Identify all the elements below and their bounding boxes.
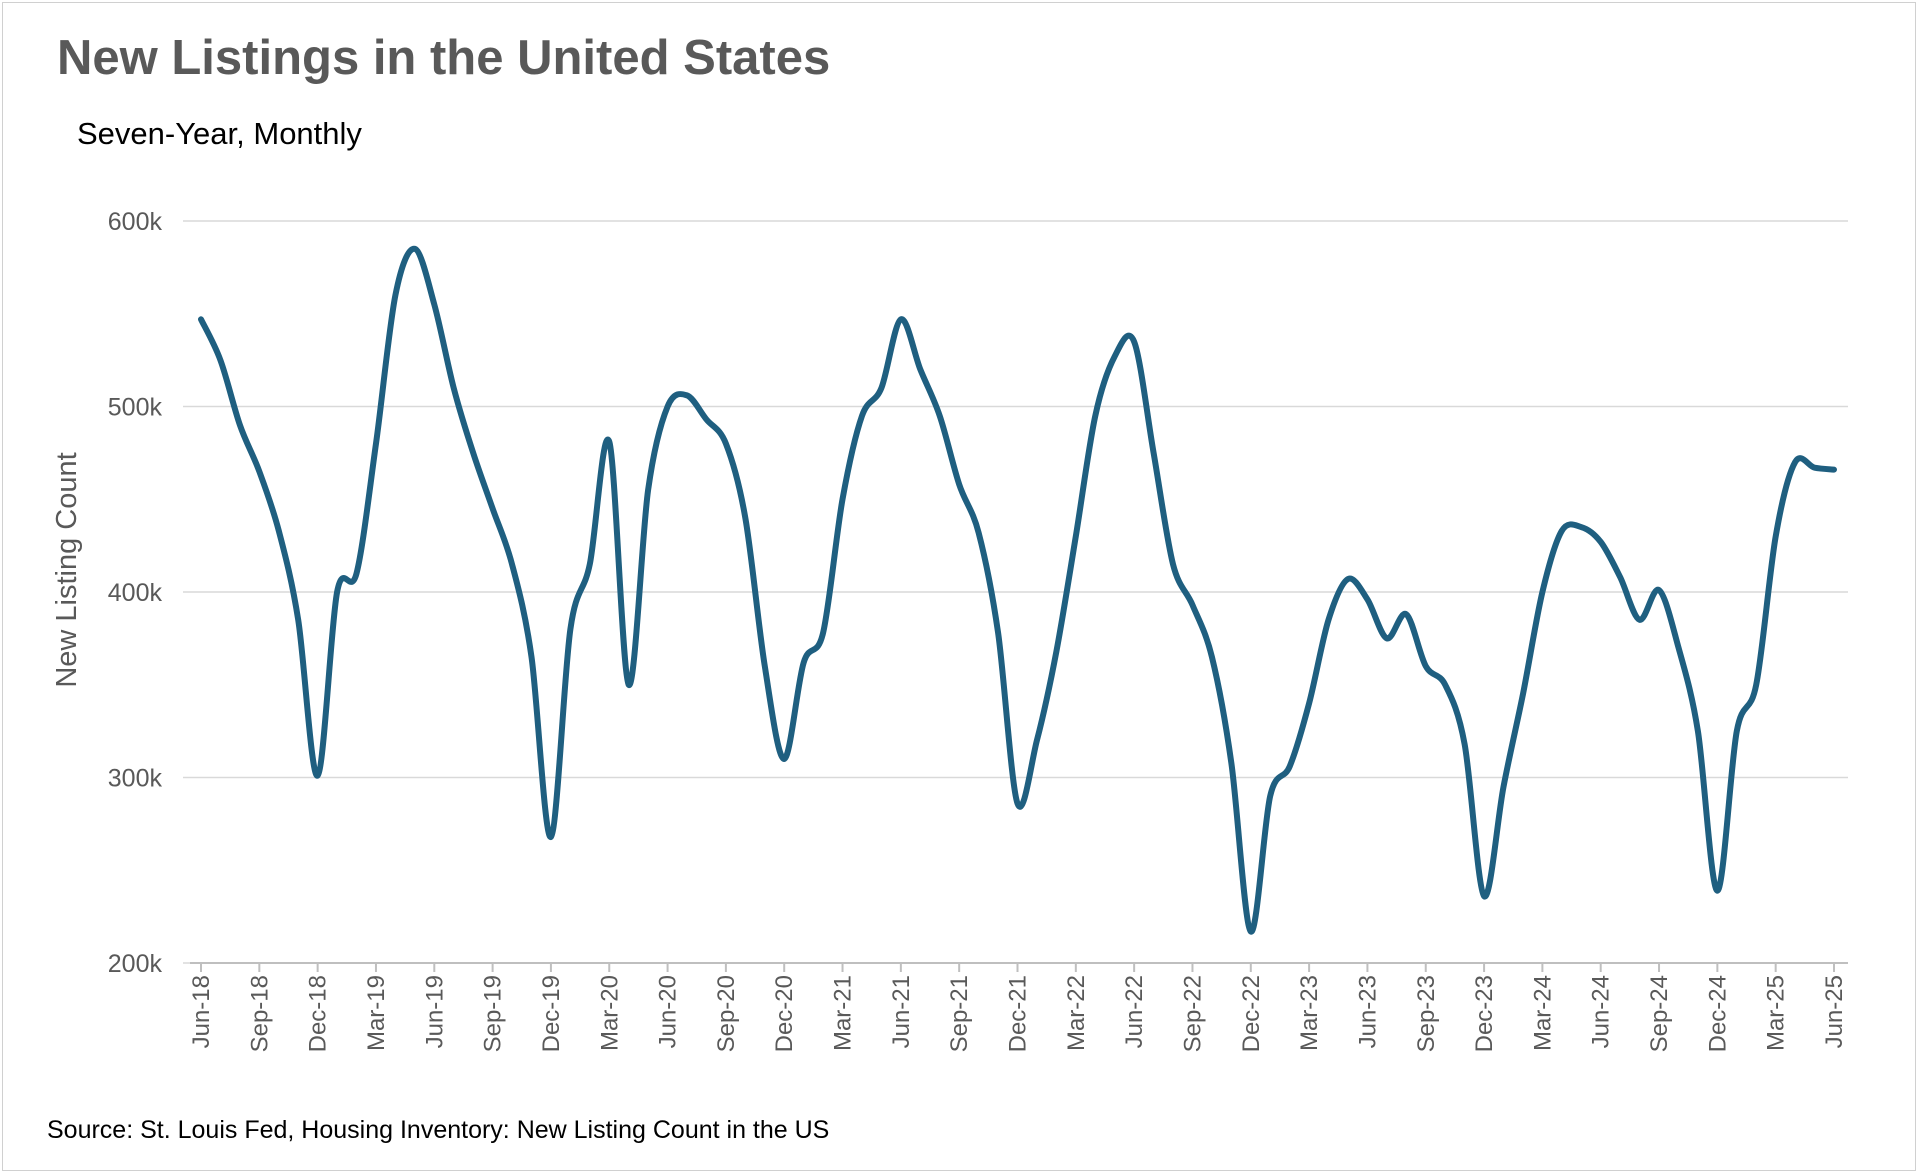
x-tick-label: Dec-18	[305, 975, 332, 1052]
x-tick-label: Jun-21	[888, 975, 915, 1048]
chart-title: New Listings in the United States	[57, 31, 831, 85]
x-tick-label: Jun-18	[188, 975, 215, 1048]
y-axis-title: New Listing Count	[51, 452, 83, 687]
x-tick-label: Mar-20	[596, 975, 623, 1051]
x-tick-label: Jun-23	[1354, 975, 1381, 1048]
x-tick-label: Sep-18	[246, 975, 273, 1052]
x-tick-label: Mar-23	[1296, 975, 1323, 1051]
x-tick-label: Dec-23	[1471, 975, 1498, 1052]
x-tick-label: Jun-24	[1588, 975, 1615, 1048]
series-line-new-listings	[198, 245, 1837, 935]
x-tick-label: Sep-22	[1179, 975, 1206, 1052]
x-axis-ticks: Jun-18 Sep-18 Dec-18 Mar-19 Jun-19 Sep-19 Dec-…	[188, 963, 1848, 1052]
x-tick-label: Mar-25	[1763, 975, 1790, 1051]
x-tick-label: Sep-21	[946, 975, 973, 1052]
x-tick-label: Sep-19	[480, 975, 507, 1052]
y-axis-ticks: 200k 300k 400k 500k 600k	[108, 208, 163, 978]
x-tick-label: Dec-21	[1005, 975, 1032, 1052]
gridlines	[183, 220, 1848, 964]
series-layer	[198, 245, 1837, 935]
chart-subtitle: Seven-Year, Monthly	[77, 116, 362, 151]
x-tick-label: Mar-21	[830, 975, 857, 1051]
x-tick-label: Jun-20	[655, 975, 682, 1048]
x-tick-label: Dec-20	[771, 975, 798, 1052]
x-tick-label: Mar-24	[1529, 975, 1556, 1051]
y-tick-label: 300k	[108, 765, 163, 793]
y-tick-label: 500k	[108, 394, 163, 422]
source-note: Source: St. Louis Fed, Housing Inventory…	[47, 1116, 830, 1144]
y-tick-label: 200k	[108, 950, 163, 978]
x-tick-label: Sep-23	[1413, 975, 1440, 1052]
x-tick-label: Sep-20	[713, 975, 740, 1052]
x-tick-label: Dec-22	[1238, 975, 1265, 1052]
x-tick-label: Dec-24	[1704, 975, 1731, 1052]
y-tick-label: 600k	[108, 208, 163, 236]
x-tick-label: Dec-19	[538, 975, 565, 1052]
x-tick-label: Jun-25	[1821, 975, 1848, 1048]
x-tick-label: Mar-19	[363, 975, 390, 1051]
x-tick-label: Jun-22	[1121, 975, 1148, 1048]
y-tick-label: 400k	[108, 579, 163, 607]
x-tick-label: Mar-22	[1063, 975, 1090, 1051]
x-tick-label: Jun-19	[421, 975, 448, 1048]
x-tick-label: Sep-24	[1646, 975, 1673, 1052]
